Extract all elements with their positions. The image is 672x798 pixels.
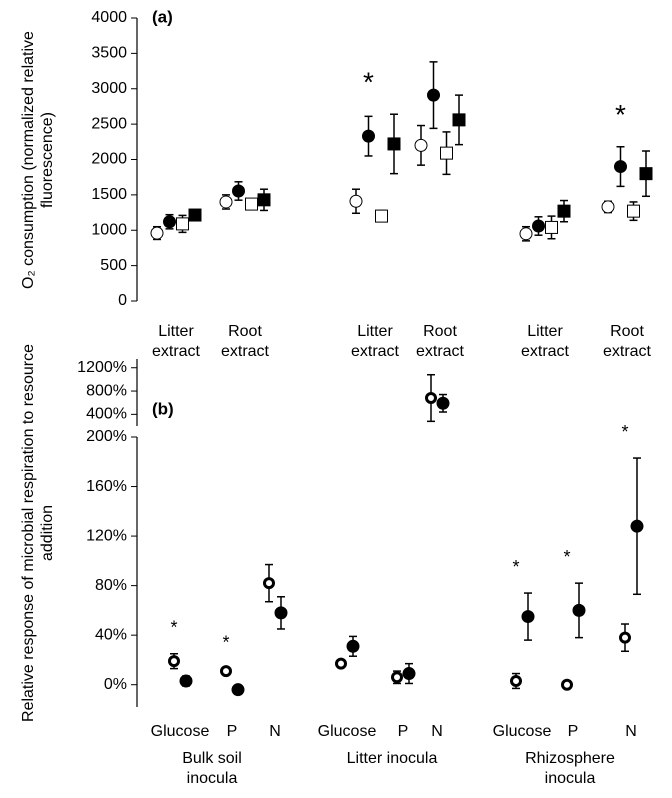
significance-mark: *	[170, 617, 177, 637]
marker	[349, 194, 363, 208]
y-tick-label: 200%	[86, 428, 127, 445]
marker	[176, 217, 189, 231]
marker	[572, 603, 586, 617]
y-axis-label: Relative response of microbial respirati…	[20, 344, 56, 722]
marker	[427, 88, 440, 102]
marker	[561, 678, 573, 691]
marker	[545, 220, 558, 234]
y-tick-label: 800%	[86, 382, 127, 399]
panel-label: (b)	[152, 399, 174, 418]
marker	[425, 392, 437, 405]
y-tick-label: 3000	[91, 80, 127, 97]
y-tick-label: 0	[118, 292, 127, 309]
y-tick-label: 0%	[104, 676, 127, 693]
x-tick-label: Root extract	[220, 323, 269, 360]
marker	[452, 113, 466, 127]
marker	[188, 208, 202, 222]
significance-mark: *	[563, 547, 570, 567]
marker	[436, 396, 450, 410]
group-label: Litter inocula	[346, 750, 438, 767]
marker	[619, 631, 631, 644]
marker	[219, 195, 233, 209]
x-tick-label: N	[269, 723, 281, 740]
marker	[601, 200, 615, 214]
marker	[519, 227, 533, 241]
x-tick-label: Root extract	[415, 323, 464, 360]
marker	[387, 137, 401, 151]
marker	[232, 184, 245, 198]
x-tick-label: Litter extract	[520, 323, 569, 360]
y-tick-label: 2000	[91, 151, 127, 168]
marker	[335, 657, 347, 670]
marker	[150, 226, 164, 240]
marker	[510, 674, 522, 687]
marker	[245, 197, 258, 211]
significance-mark: *	[363, 67, 374, 98]
y-tick-label: 400%	[86, 406, 127, 423]
y-tick-label: 80%	[95, 577, 127, 594]
y-tick-label: 2500	[91, 115, 127, 132]
x-tick-label: P	[397, 723, 409, 740]
marker	[639, 167, 653, 181]
x-tick-label: N	[625, 723, 637, 740]
x-tick-label: Root extract	[602, 323, 651, 360]
marker	[391, 671, 403, 684]
panel-label: (a)	[152, 7, 173, 26]
marker	[346, 639, 360, 653]
y-tick-label: 1000	[91, 221, 127, 238]
marker	[532, 219, 545, 233]
y-axis-label: O₂ consumption (normalized relative fluo…	[20, 31, 56, 289]
y-tick-label: 120%	[86, 527, 127, 544]
marker	[231, 683, 245, 697]
marker	[375, 209, 388, 223]
y-tick-label: 4000	[91, 9, 127, 26]
marker	[163, 215, 176, 229]
marker	[220, 665, 232, 678]
marker	[263, 577, 275, 590]
marker	[630, 519, 644, 533]
marker	[521, 610, 535, 624]
marker	[274, 606, 288, 620]
marker	[362, 129, 375, 143]
group-label: Rhizosphere inocula	[525, 750, 615, 787]
marker	[440, 146, 453, 160]
y-tick-label: 500	[100, 257, 127, 274]
x-tick-label: P	[567, 723, 579, 740]
x-tick-label: P	[226, 723, 238, 740]
significance-mark: *	[512, 557, 519, 577]
x-tick-label: Glucose	[150, 723, 210, 740]
marker	[179, 674, 193, 688]
x-tick-label: N	[431, 723, 443, 740]
marker	[257, 193, 271, 207]
x-tick-label: Glucose	[317, 723, 377, 740]
x-tick-label: Litter extract	[350, 323, 399, 360]
y-tick-label: 3500	[91, 45, 127, 62]
marker	[614, 160, 627, 174]
significance-mark: *	[222, 632, 229, 652]
y-tick-label: 40%	[95, 626, 127, 643]
marker	[557, 204, 571, 218]
significance-mark: *	[615, 99, 626, 130]
y-tick-label: 160%	[86, 478, 127, 495]
marker	[627, 204, 640, 218]
x-tick-label: Glucose	[492, 723, 552, 740]
marker	[402, 667, 416, 681]
y-tick-label: 1200%	[77, 359, 127, 376]
significance-mark: *	[621, 422, 628, 442]
marker	[414, 138, 428, 152]
group-label: Bulk soil inocula	[182, 750, 242, 787]
x-tick-label: Litter extract	[151, 323, 200, 360]
y-tick-label: 1500	[91, 186, 127, 203]
marker	[168, 655, 180, 668]
